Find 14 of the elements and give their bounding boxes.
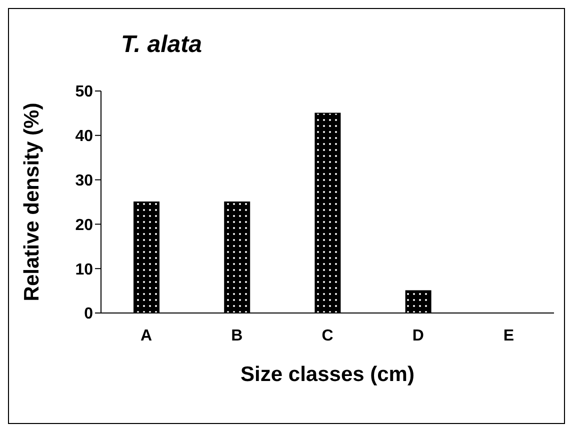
x-axis-title: Size classes (cm) [240,363,414,386]
chart-title: T. alata [121,31,202,59]
y-tick-label: 0 [84,306,94,323]
x-tick-label: B [231,327,243,344]
y-axis-title: Relative density (%) [20,102,44,302]
x-tick-label: C [322,327,334,344]
y-tick-label: 10 [75,261,94,278]
y-tick-label: 20 [75,216,94,234]
y-tick-label: 50 [75,84,94,101]
x-tick-label: A [140,327,153,344]
y-tick-label: 30 [75,172,94,190]
x-tick-label: D [412,327,424,344]
x-tick-label: E [503,327,514,344]
y-tick-label: 40 [75,128,94,146]
